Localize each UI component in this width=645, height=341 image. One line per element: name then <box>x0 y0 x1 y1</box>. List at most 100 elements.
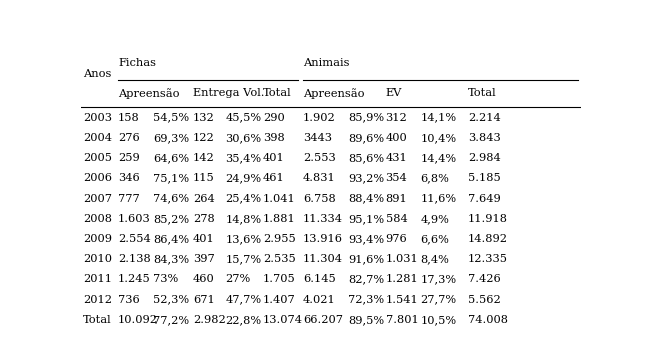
Text: 89,5%: 89,5% <box>348 315 384 325</box>
Text: 13.916: 13.916 <box>303 234 343 244</box>
Text: 346: 346 <box>118 173 140 183</box>
Text: Apreensão: Apreensão <box>118 88 179 99</box>
Text: 2.554: 2.554 <box>118 234 151 244</box>
Text: 93,4%: 93,4% <box>348 234 384 244</box>
Text: 2007: 2007 <box>83 194 112 204</box>
Text: 2.955: 2.955 <box>263 234 296 244</box>
Text: Total: Total <box>263 88 292 99</box>
Text: 73%: 73% <box>153 275 179 284</box>
Text: 2011: 2011 <box>83 275 112 284</box>
Text: 54,5%: 54,5% <box>153 113 189 123</box>
Text: 25,4%: 25,4% <box>226 194 262 204</box>
Text: 1.881: 1.881 <box>263 214 296 224</box>
Text: Total: Total <box>83 315 112 325</box>
Text: 4,9%: 4,9% <box>421 214 450 224</box>
Text: 88,4%: 88,4% <box>348 194 384 204</box>
Text: 3443: 3443 <box>303 133 332 143</box>
Text: 12.335: 12.335 <box>468 254 508 264</box>
Text: 158: 158 <box>118 113 140 123</box>
Text: 72,3%: 72,3% <box>348 295 384 305</box>
Text: 2012: 2012 <box>83 295 112 305</box>
Text: 11,6%: 11,6% <box>421 194 457 204</box>
Text: 84,3%: 84,3% <box>153 254 189 264</box>
Text: 4.021: 4.021 <box>303 295 336 305</box>
Text: 400: 400 <box>386 133 407 143</box>
Text: 11.918: 11.918 <box>468 214 508 224</box>
Text: 7.801: 7.801 <box>386 315 419 325</box>
Text: 115: 115 <box>193 173 215 183</box>
Text: 27,7%: 27,7% <box>421 295 457 305</box>
Text: 460: 460 <box>193 275 215 284</box>
Text: 431: 431 <box>386 153 407 163</box>
Text: 13,6%: 13,6% <box>226 234 262 244</box>
Text: 461: 461 <box>263 173 285 183</box>
Text: 777: 777 <box>118 194 140 204</box>
Text: 22,8%: 22,8% <box>226 315 262 325</box>
Text: 4.831: 4.831 <box>303 173 336 183</box>
Text: Fichas: Fichas <box>118 58 156 68</box>
Text: 47,7%: 47,7% <box>226 295 262 305</box>
Text: 584: 584 <box>386 214 407 224</box>
Text: 2.553: 2.553 <box>303 153 336 163</box>
Text: 2.982: 2.982 <box>193 315 226 325</box>
Text: 2009: 2009 <box>83 234 112 244</box>
Text: 10,4%: 10,4% <box>421 133 457 143</box>
Text: 89,6%: 89,6% <box>348 133 384 143</box>
Text: 354: 354 <box>386 173 407 183</box>
Text: 2.984: 2.984 <box>468 153 501 163</box>
Text: EV: EV <box>386 88 402 99</box>
Text: 2005: 2005 <box>83 153 112 163</box>
Text: Apreensão: Apreensão <box>303 88 364 99</box>
Text: 66.207: 66.207 <box>303 315 343 325</box>
Text: 35,4%: 35,4% <box>226 153 262 163</box>
Text: 6,6%: 6,6% <box>421 234 450 244</box>
Text: 3.843: 3.843 <box>468 133 501 143</box>
Text: 132: 132 <box>193 113 215 123</box>
Text: 93,2%: 93,2% <box>348 173 384 183</box>
Text: 6,8%: 6,8% <box>421 173 450 183</box>
Text: Entrega Vol.: Entrega Vol. <box>193 88 264 99</box>
Text: 95,1%: 95,1% <box>348 214 384 224</box>
Text: Anos: Anos <box>83 69 112 79</box>
Text: 52,3%: 52,3% <box>153 295 189 305</box>
Text: 14,8%: 14,8% <box>226 214 262 224</box>
Text: 976: 976 <box>386 234 407 244</box>
Text: 2004: 2004 <box>83 133 112 143</box>
Text: 14,1%: 14,1% <box>421 113 457 123</box>
Text: 2.535: 2.535 <box>263 254 296 264</box>
Text: 14,4%: 14,4% <box>421 153 457 163</box>
Text: 1.902: 1.902 <box>303 113 336 123</box>
Text: 77,2%: 77,2% <box>153 315 189 325</box>
Text: 264: 264 <box>193 194 215 204</box>
Text: 45,5%: 45,5% <box>226 113 262 123</box>
Text: 1.031: 1.031 <box>386 254 419 264</box>
Text: 24,9%: 24,9% <box>226 173 262 183</box>
Text: 74.008: 74.008 <box>468 315 508 325</box>
Text: 13.074: 13.074 <box>263 315 303 325</box>
Text: 86,4%: 86,4% <box>153 234 189 244</box>
Text: 64,6%: 64,6% <box>153 153 189 163</box>
Text: 401: 401 <box>193 234 215 244</box>
Text: 10.092: 10.092 <box>118 315 158 325</box>
Text: 5.562: 5.562 <box>468 295 501 305</box>
Text: Animais: Animais <box>303 58 350 68</box>
Text: 278: 278 <box>193 214 215 224</box>
Text: 2.138: 2.138 <box>118 254 151 264</box>
Text: 82,7%: 82,7% <box>348 275 384 284</box>
Text: 2003: 2003 <box>83 113 112 123</box>
Text: 1.041: 1.041 <box>263 194 296 204</box>
Text: 259: 259 <box>118 153 140 163</box>
Text: 401: 401 <box>263 153 285 163</box>
Text: 6.145: 6.145 <box>303 275 336 284</box>
Text: 17,3%: 17,3% <box>421 275 457 284</box>
Text: 891: 891 <box>386 194 407 204</box>
Text: 2008: 2008 <box>83 214 112 224</box>
Text: 11.304: 11.304 <box>303 254 343 264</box>
Text: 7.426: 7.426 <box>468 275 501 284</box>
Text: 290: 290 <box>263 113 285 123</box>
Text: Total: Total <box>468 88 497 99</box>
Text: 7.649: 7.649 <box>468 194 501 204</box>
Text: 1.281: 1.281 <box>386 275 419 284</box>
Text: 5.185: 5.185 <box>468 173 501 183</box>
Text: 6.758: 6.758 <box>303 194 336 204</box>
